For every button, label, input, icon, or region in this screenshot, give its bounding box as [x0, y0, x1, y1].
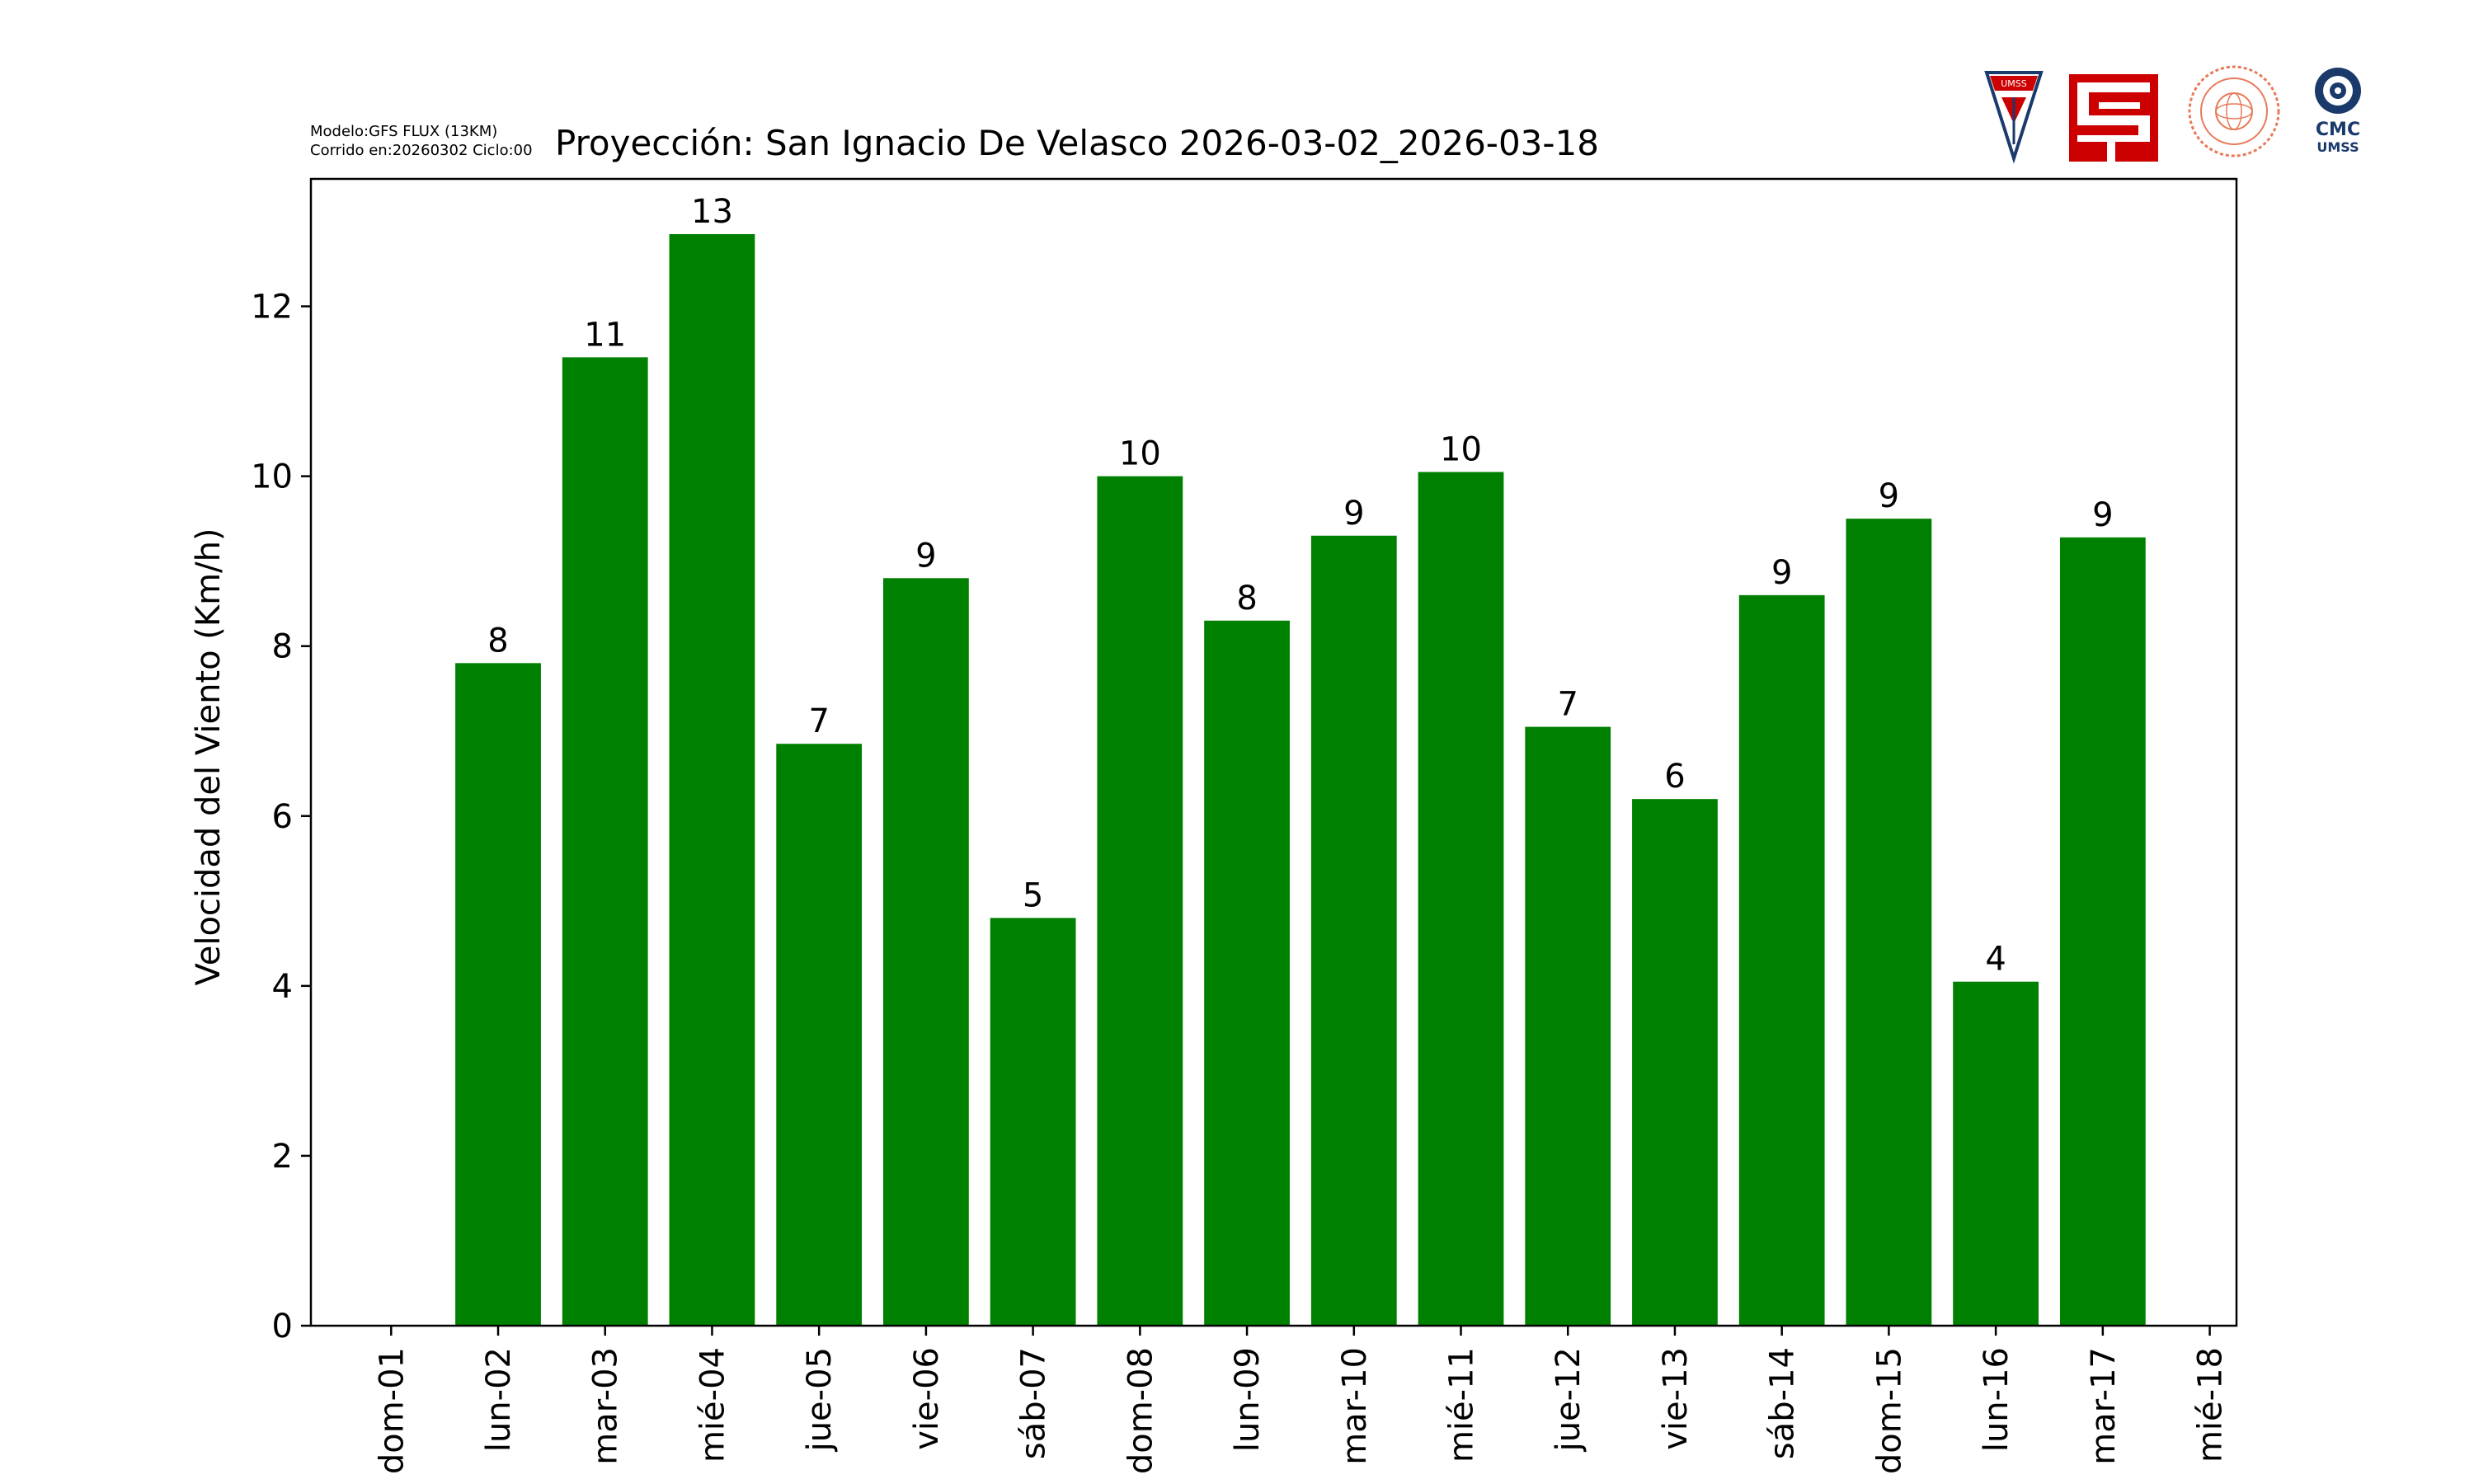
x-tick-label-lun-16: lun-16: [1978, 1347, 2015, 1452]
bar-vie-06: [883, 578, 969, 1326]
x-ticks-layer: dom-01 lun-02 mar-03 mié-04 jue-05 vie-06 sáb-…: [373, 1326, 2230, 1474]
bar-vie-13: [1632, 799, 1718, 1326]
bar-jue-05: [776, 744, 863, 1326]
y-tick-label: 12: [251, 289, 293, 326]
data-label-mar-10: 9: [1343, 495, 1364, 533]
y-tick-label: 8: [272, 628, 293, 666]
physics-department-seal: [2188, 65, 2280, 157]
y-tick-label: 6: [272, 798, 293, 836]
x-tick-label-dom-15: dom-15: [1870, 1347, 1908, 1474]
data-label-jue-05: 7: [808, 702, 829, 740]
data-label-sáb-07: 5: [1023, 876, 1043, 914]
data-label-sáb-14: 9: [1771, 554, 1792, 592]
bar-mié-04: [669, 233, 755, 1326]
bar-sáb-07: [990, 918, 1076, 1326]
data-label-lun-16: 4: [1985, 941, 2006, 979]
bar-mar-10: [1310, 535, 1397, 1326]
cmc-logo-text: CMC: [2316, 120, 2360, 140]
data-label-lun-02: 8: [487, 622, 508, 660]
y-ticks-layer: 0 2 4 6 8 10 12: [251, 289, 311, 1345]
bar-mar-17: [2059, 537, 2146, 1326]
y-tick-label: 0: [272, 1308, 293, 1345]
faculty-logo: [2069, 74, 2158, 162]
x-tick-label-vie-06: vie-06: [908, 1347, 946, 1450]
model-label: Modelo:GFS FLUX (13KM): [310, 123, 498, 140]
data-label-mié-11: 10: [1440, 430, 1482, 468]
y-axis-label: Velocidad del Viento (Km/h): [190, 528, 228, 985]
x-tick-label-lun-09: lun-09: [1229, 1347, 1267, 1452]
bar-jue-12: [1525, 726, 1611, 1326]
chart-title: Proyección: San Ignacio De Velasco 2026-…: [555, 123, 1599, 163]
x-tick-label-dom-08: dom-08: [1122, 1347, 1159, 1474]
y-tick-label: 4: [272, 968, 293, 1006]
x-tick-label-sáb-14: sáb-14: [1764, 1347, 1802, 1459]
x-tick-label-dom-01: dom-01: [373, 1347, 411, 1474]
bar-lun-16: [1953, 981, 2039, 1326]
x-tick-label-mié-04: mié-04: [694, 1347, 731, 1463]
umss-logo-text: UMSS: [2001, 78, 2027, 89]
x-tick-label-jue-12: jue-12: [1550, 1347, 1587, 1452]
bar-lun-09: [1204, 620, 1290, 1326]
data-label-dom-08: 10: [1119, 435, 1161, 473]
data-label-mar-03: 11: [584, 316, 626, 354]
bar-dom-15: [1846, 519, 1932, 1326]
x-tick-label-lun-02: lun-02: [480, 1347, 518, 1452]
data-label-mié-04: 13: [691, 193, 733, 231]
data-label-lun-09: 8: [1236, 580, 1257, 618]
bar-mar-03: [562, 357, 648, 1326]
plot-frame: [309, 177, 2238, 1327]
x-tick-label-mar-10: mar-10: [1336, 1347, 1374, 1465]
cmc-logo-subtext: UMSS: [2316, 139, 2359, 155]
data-label-dom-15: 9: [1879, 477, 1899, 515]
data-label-jue-12: 7: [1558, 686, 1578, 724]
x-tick-label-mar-17: mar-17: [2085, 1347, 2123, 1465]
bar-lun-02: [455, 663, 541, 1326]
data-labels-layer: 8 11 13 7 9 5 10 8 9 10 7 6 9 9 4 9: [487, 193, 2113, 979]
x-tick-label-jue-05: jue-05: [801, 1347, 839, 1452]
x-tick-label-mar-03: mar-03: [587, 1347, 625, 1465]
x-tick-label-mié-18: mié-18: [2192, 1347, 2230, 1463]
umss-logo: UMSS: [1984, 71, 2044, 163]
x-tick-label-mié-11: mié-11: [1443, 1347, 1481, 1463]
data-label-mar-17: 9: [2092, 496, 2113, 534]
cmc-logo: CMC UMSS: [2315, 68, 2361, 155]
data-label-vie-06: 9: [915, 537, 936, 575]
bars-layer: [455, 233, 2146, 1326]
data-label-vie-13: 6: [1664, 758, 1685, 796]
x-tick-label-sáb-07: sáb-07: [1015, 1347, 1053, 1459]
bar-dom-08: [1097, 476, 1183, 1326]
bar-mié-11: [1418, 472, 1504, 1326]
run-label: Corrido en:20260302 Ciclo:00: [310, 142, 533, 159]
x-tick-label-vie-13: vie-13: [1657, 1347, 1695, 1450]
bar-sáb-14: [1738, 594, 1825, 1326]
y-tick-label: 2: [272, 1138, 293, 1176]
y-tick-label: 10: [251, 458, 293, 496]
